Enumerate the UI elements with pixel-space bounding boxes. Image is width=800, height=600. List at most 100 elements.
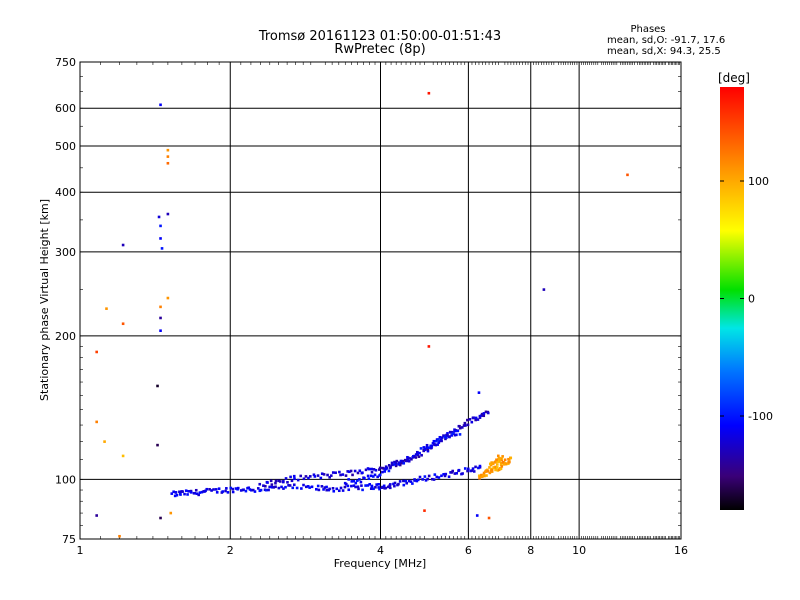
data-point [387, 464, 391, 467]
data-point [292, 474, 296, 478]
data-point [478, 416, 482, 419]
data-point [368, 482, 372, 486]
data-point [320, 472, 324, 476]
data-point [210, 489, 213, 492]
data-point [494, 468, 497, 472]
data-point [325, 488, 329, 492]
data-point [406, 458, 409, 461]
data-point [499, 467, 503, 470]
data-point [361, 488, 364, 492]
data-point [370, 485, 374, 489]
data-point [389, 466, 392, 470]
data-point [234, 487, 238, 490]
data-point [402, 461, 406, 465]
data-point [426, 477, 429, 481]
data-point [184, 489, 188, 492]
data-point [296, 478, 300, 482]
data-point [208, 487, 211, 491]
data-point [445, 433, 448, 437]
data-point [414, 456, 418, 459]
data-point [159, 329, 162, 332]
data-point [352, 479, 356, 483]
data-point [244, 489, 248, 493]
data-point [160, 247, 164, 250]
data-point [471, 467, 475, 470]
data-point [412, 455, 416, 459]
data-point [272, 486, 276, 489]
data-point [406, 455, 409, 459]
data-point [478, 475, 482, 479]
data-point [414, 453, 418, 456]
data-point [359, 480, 363, 484]
data-point [315, 487, 318, 491]
data-point [434, 443, 438, 447]
data-point [195, 492, 199, 496]
data-point [354, 485, 357, 489]
data-point [378, 466, 382, 470]
data-point [486, 468, 489, 472]
data-point [393, 460, 396, 464]
y-tick-label: 500 [55, 140, 76, 153]
data-point [384, 486, 387, 490]
data-point [474, 416, 478, 420]
chart-title-line2: RwPretec (8p) [334, 42, 425, 57]
data-point [435, 438, 439, 441]
data-point [363, 476, 366, 480]
data-point [236, 486, 240, 490]
data-point [478, 414, 482, 418]
data-point [427, 474, 431, 478]
data-point [307, 476, 310, 480]
data-point [425, 443, 429, 447]
data-point [172, 490, 175, 494]
data-point [95, 350, 98, 354]
data-point [258, 482, 262, 486]
data-point [242, 488, 245, 492]
data-point [405, 481, 408, 485]
data-point [416, 451, 420, 455]
data-point [477, 391, 481, 394]
data-point [458, 424, 461, 428]
data-point [378, 487, 381, 491]
data-point [453, 429, 457, 433]
data-point [166, 296, 170, 300]
data-point [343, 485, 347, 489]
data-point [385, 467, 389, 470]
data-point [397, 482, 400, 486]
data-point [402, 479, 405, 483]
data-point [440, 438, 443, 442]
data-point [328, 476, 331, 479]
data-point [341, 489, 345, 492]
data-point [456, 429, 459, 433]
x-tick-label: 2 [227, 544, 234, 557]
data-point [494, 465, 497, 469]
data-point [284, 477, 288, 480]
data-point [436, 443, 439, 446]
data-point [468, 418, 472, 421]
data-point [313, 475, 317, 478]
data-point [496, 469, 500, 472]
data-point [247, 486, 251, 490]
data-point [388, 484, 391, 488]
data-point [305, 485, 308, 489]
data-point [323, 486, 327, 489]
data-point [398, 463, 402, 467]
data-point [446, 432, 449, 435]
data-point [194, 488, 198, 492]
data-point [407, 479, 411, 483]
data-point [322, 473, 326, 476]
data-point [438, 439, 441, 443]
data-point [501, 460, 505, 464]
data-point [418, 451, 421, 455]
data-point [411, 482, 414, 485]
data-point [299, 474, 303, 478]
data-point [95, 514, 98, 517]
data-point [179, 493, 182, 496]
data-point [364, 468, 368, 472]
data-point [251, 488, 255, 492]
data-point [417, 455, 421, 458]
data-point [306, 485, 310, 488]
phases-x-stats: mean, sd,X: 94.3, 25.5 [607, 46, 721, 57]
data-point [372, 468, 376, 471]
data-point [490, 470, 494, 473]
data-point [215, 491, 219, 494]
